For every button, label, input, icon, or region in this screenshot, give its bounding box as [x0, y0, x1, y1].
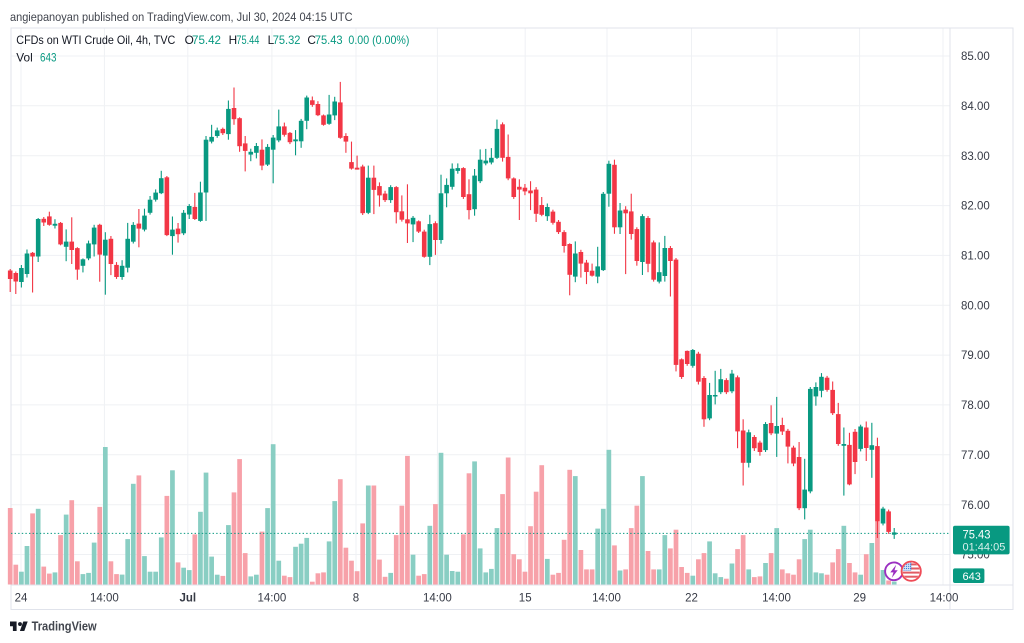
svg-text:24: 24: [15, 593, 28, 605]
svg-text:15: 15: [519, 593, 532, 605]
svg-text:83.00: 83.00: [961, 151, 990, 163]
svg-text:14:00: 14:00: [90, 593, 119, 605]
svg-text:C: C: [307, 33, 316, 47]
svg-text:8: 8: [353, 593, 359, 605]
svg-text:H: H: [229, 33, 238, 47]
svg-text:77.00: 77.00: [961, 450, 990, 462]
svg-text:80.00: 80.00: [961, 300, 990, 312]
svg-text:0.00 (0.00%): 0.00 (0.00%): [348, 33, 409, 47]
svg-text:14:00: 14:00: [762, 593, 791, 605]
svg-text:TradingView: TradingView: [32, 618, 98, 633]
svg-text:81.00: 81.00: [961, 251, 990, 263]
svg-text:Jul: Jul: [179, 593, 196, 605]
svg-text:Vol: Vol: [16, 51, 32, 65]
svg-text:75.43: 75.43: [315, 33, 343, 47]
svg-text:643: 643: [963, 571, 981, 583]
svg-text:78.00: 78.00: [961, 400, 990, 412]
svg-text:75.43: 75.43: [963, 527, 991, 541]
svg-text:14:00: 14:00: [258, 593, 287, 605]
svg-text:O: O: [185, 33, 194, 47]
svg-text:01:44:05: 01:44:05: [963, 542, 1006, 554]
svg-text:643: 643: [40, 51, 57, 65]
svg-text:CFDs on WTI Crude Oil, 4h, TVC: CFDs on WTI Crude Oil, 4h, TVC: [16, 33, 175, 47]
svg-text:angiepanoyan published on Trad: angiepanoyan published on TradingView.co…: [10, 10, 353, 24]
svg-text:75.32: 75.32: [273, 33, 301, 47]
svg-text:75.44: 75.44: [236, 33, 259, 47]
svg-text:L: L: [268, 33, 275, 47]
svg-text:22: 22: [685, 593, 698, 605]
svg-text:79.00: 79.00: [961, 350, 990, 362]
svg-text:84.00: 84.00: [961, 101, 990, 113]
svg-text:82.00: 82.00: [961, 201, 990, 213]
svg-text:14:00: 14:00: [592, 593, 621, 605]
svg-text:76.00: 76.00: [961, 500, 990, 512]
svg-text:14:00: 14:00: [930, 593, 959, 605]
svg-text:14:00: 14:00: [423, 593, 452, 605]
svg-text:75.42: 75.42: [192, 33, 221, 47]
svg-text:29: 29: [853, 593, 866, 605]
svg-text:85.00: 85.00: [961, 51, 990, 63]
